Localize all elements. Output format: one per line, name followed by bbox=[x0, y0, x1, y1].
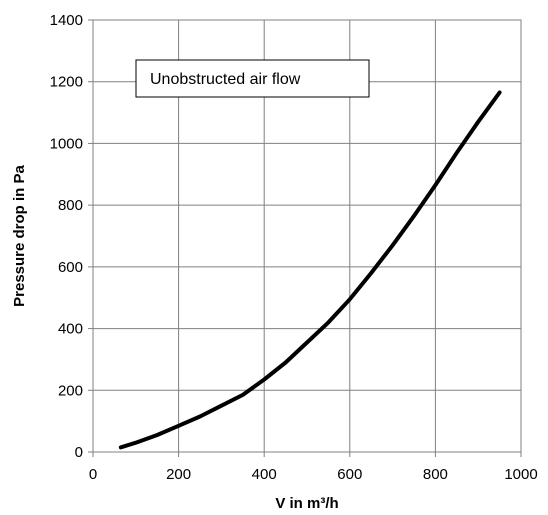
y-tick-label: 1400 bbox=[50, 12, 83, 29]
plot-area-frame bbox=[92, 19, 522, 453]
y-tick-label: 0 bbox=[75, 444, 83, 461]
annotation-text: Unobstructed air flow bbox=[150, 71, 301, 88]
y-tick-label: 1000 bbox=[50, 135, 83, 152]
x-tick-label: 1000 bbox=[504, 466, 537, 483]
y-tick-label: 1200 bbox=[50, 74, 83, 91]
y-tick-label: 400 bbox=[58, 321, 83, 338]
x-tick-label: 0 bbox=[89, 466, 97, 483]
y-tick-label: 600 bbox=[58, 259, 83, 276]
annotation-frame bbox=[135, 59, 370, 98]
x-axis-tick-labels: 0 200 400 600 800 1000 bbox=[89, 466, 538, 483]
y-tick-label: 200 bbox=[58, 382, 83, 399]
x-tick-label: 400 bbox=[252, 466, 277, 483]
y-axis-title: Pressure drop in Pa bbox=[11, 164, 28, 306]
x-tick-label: 800 bbox=[423, 466, 448, 483]
series-line-0 bbox=[118, 90, 502, 450]
x-tick-label: 200 bbox=[166, 466, 191, 483]
x-tick-label: 600 bbox=[337, 466, 362, 483]
annotation-box: Unobstructed air flow bbox=[135, 59, 370, 98]
series-layer bbox=[118, 90, 502, 450]
y-axis-tick-labels: 0 200 400 600 800 1000 1200 1400 bbox=[50, 12, 83, 461]
y-tick-label: 800 bbox=[58, 197, 83, 214]
x-axis-title: V in m³/h bbox=[275, 495, 338, 512]
